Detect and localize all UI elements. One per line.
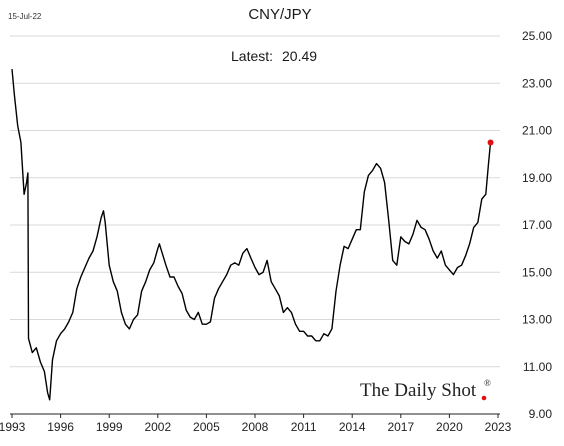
x-tick-label: 2023 — [485, 420, 512, 434]
y-tick-label: 25.00 — [522, 29, 552, 43]
x-tick-label: 2005 — [193, 420, 220, 434]
x-tick-label: 2002 — [144, 420, 171, 434]
y-tick-label: 9.00 — [529, 407, 553, 421]
chart-date: 15-Jul-22 — [8, 12, 42, 21]
x-tick-label: 2014 — [339, 420, 366, 434]
y-tick-label: 21.00 — [522, 124, 552, 138]
x-tick-label: 2008 — [242, 420, 269, 434]
y-tick-label: 11.00 — [523, 360, 552, 374]
y-tick-label: 13.00 — [522, 313, 552, 327]
latest-point-marker — [487, 139, 494, 146]
watermark-text: The Daily Shot — [360, 380, 477, 401]
series-line — [11, 69, 492, 401]
y-axis-ticks: 9.00 11.00 13.00 15.00 17.00 19.00 21.00 23.00 2… — [522, 29, 552, 421]
gridlines — [10, 35, 500, 368]
latest-value: 20.49 — [282, 48, 317, 64]
latest-label: Latest: — [231, 48, 273, 64]
x-tick-label: 2011 — [291, 420, 317, 434]
x-tick-label: 2017 — [387, 420, 414, 434]
x-axis-ticks: 1993 1996 1999 2002 2005 2008 2011 2014 2017 2020… — [0, 414, 512, 434]
watermark-logo: The Daily Shot ® — [360, 378, 491, 401]
x-tick-label: 2020 — [436, 420, 463, 434]
chart-title: CNY/JPY — [248, 6, 311, 23]
y-tick-label: 19.00 — [522, 171, 552, 185]
y-tick-label: 17.00 — [522, 218, 552, 232]
y-tick-label: 23.00 — [522, 76, 552, 90]
y-tick-label: 15.00 — [522, 265, 552, 279]
x-tick-label: 1993 — [0, 420, 26, 434]
watermark-registered-mark: ® — [484, 378, 491, 388]
watermark-dot — [481, 395, 487, 401]
series-group — [11, 69, 494, 401]
x-tick-label: 1999 — [96, 420, 123, 434]
x-tick-label: 1996 — [47, 420, 74, 434]
